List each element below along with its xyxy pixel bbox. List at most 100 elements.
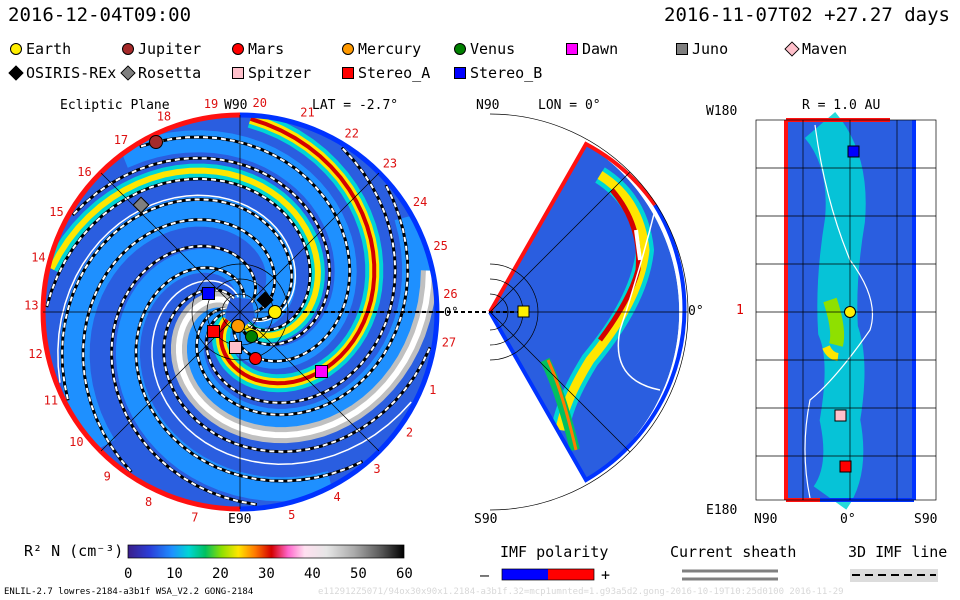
- legend-item-juno: Juno: [676, 40, 728, 58]
- legend-item-earth: Earth: [10, 40, 71, 58]
- ecliptic-lat-label: LAT = -2.7°: [312, 98, 399, 113]
- carrington-tick-label: 18: [157, 110, 171, 124]
- legend-item-stereo-a: Stereo_A: [342, 64, 430, 82]
- footer-run-id: e112912Z5071/94ox30x90x1.2184-a3b1f.32=m…: [318, 587, 844, 597]
- legend-label: Venus: [470, 40, 516, 58]
- sphere-radius-label: R = 1.0 AU: [802, 98, 881, 113]
- legend-item-dawn: Dawn: [566, 40, 618, 58]
- jupiter-marker: [149, 135, 163, 149]
- square-marker-icon: [454, 67, 466, 79]
- carrington-tick-label: 20: [253, 96, 267, 110]
- colorbar-tick-label: 20: [212, 566, 229, 582]
- legend-label: Dawn: [582, 40, 619, 58]
- legend-label: Spitzer: [248, 64, 312, 82]
- colorbar-tick-label: 0: [124, 566, 132, 582]
- spitzer-marker: [229, 341, 242, 354]
- legend-item-osiris-rex: OSIRIS-REx: [8, 64, 117, 82]
- legend-item-rosetta: Rosetta: [120, 64, 202, 82]
- legend-label: Stereo_A: [358, 64, 431, 82]
- imf-negative-swatch: [502, 569, 548, 580]
- stereo-b-marker-sphere: [847, 145, 860, 158]
- imf-polarity-plus: +: [601, 566, 611, 584]
- circle-marker-icon: [232, 43, 244, 55]
- legend-label: Stereo_B: [470, 64, 543, 82]
- carrington-tick-label: 3: [373, 462, 380, 476]
- colorbar: [127, 544, 405, 559]
- imf-line-title: 3D IMF line: [848, 543, 948, 561]
- legend-label: OSIRIS-REx: [26, 64, 117, 82]
- carrington-tick-label: 16: [77, 165, 91, 179]
- carrington-tick-label: 21: [300, 106, 314, 120]
- carrington-tick-label: 17: [114, 133, 128, 147]
- dawn-marker: [315, 365, 328, 378]
- venus-marker: [245, 330, 258, 343]
- circle-marker-icon: [342, 43, 354, 55]
- legend-label: Mars: [248, 40, 285, 58]
- legend-label: Earth: [26, 40, 72, 58]
- current-time: 2016-12-04T09:00: [8, 4, 192, 26]
- meridional-top-label: N90: [476, 98, 500, 113]
- circle-marker-icon: [122, 43, 134, 55]
- carrington-tick-label: 23: [383, 157, 397, 171]
- mars-marker: [249, 352, 262, 365]
- circle-marker-icon: [454, 43, 466, 55]
- sphere-top-left-label: W180: [706, 104, 738, 119]
- earth-marker-meridional: [517, 305, 530, 318]
- ecliptic-right-label: 0°: [444, 305, 458, 319]
- legend-item-maven: Maven: [784, 40, 848, 58]
- legend-item-mercury: Mercury: [342, 40, 421, 58]
- colorbar-tick-label: 30: [258, 566, 275, 582]
- legend-label: Maven: [802, 40, 848, 58]
- stereo-a-marker-sphere: [839, 460, 852, 473]
- carrington-tick-label: 10: [69, 435, 83, 449]
- ecliptic-grid: [43, 115, 437, 509]
- run-time: 2016-11-07T02 +27.27 days: [664, 4, 950, 26]
- legend-label: Mercury: [358, 40, 422, 58]
- square-marker-icon: [566, 43, 578, 55]
- carrington-tick-label: 7: [191, 511, 198, 525]
- colorbar-tick-label: 60: [396, 566, 413, 582]
- carrington-tick-label: 11: [44, 394, 58, 408]
- meridional-boundary-negative: [488, 203, 687, 483]
- sphere-axis-label-n90: N90: [754, 512, 778, 527]
- legend-item-spitzer: Spitzer: [232, 64, 311, 82]
- square-marker-icon: [232, 67, 244, 79]
- carrington-tick-label: 5: [288, 508, 295, 522]
- ecliptic-top-label: W90: [224, 98, 248, 113]
- stereo-a-marker: [207, 325, 220, 338]
- meridional-bottom-label: S90: [474, 512, 498, 527]
- legend-label: Jupiter: [138, 40, 202, 58]
- stereo-b-marker: [202, 287, 215, 300]
- meridional-right-label: 0°: [688, 304, 704, 319]
- colorbar-tick-label: 40: [304, 566, 321, 582]
- panel-title-ecliptic: Ecliptic Plane: [60, 98, 170, 113]
- earth-marker: [268, 305, 282, 319]
- carrington-tick-label: 19: [204, 97, 218, 111]
- carrington-tick-label: 1: [429, 383, 436, 397]
- current-sheath-title: Current sheath: [670, 543, 797, 561]
- carrington-tick-label: 26: [443, 287, 457, 301]
- mercury-marker: [231, 319, 245, 333]
- square-marker-icon: [342, 67, 354, 79]
- legend-label: Rosetta: [138, 64, 202, 82]
- colorbar-tick-label: 10: [166, 566, 183, 582]
- spitzer-marker-sphere: [834, 409, 847, 422]
- carrington-tick-label: 2: [406, 426, 413, 440]
- carrington-tick-label: 8: [145, 495, 152, 509]
- carrington-tick-label: 27: [442, 336, 456, 350]
- carrington-tick-label: 24: [413, 195, 427, 209]
- circle-marker-icon: [10, 43, 22, 55]
- sphere-bottom-left-label: E180: [706, 503, 738, 518]
- meridional-lon-label: LON = 0°: [538, 98, 601, 113]
- square-marker-icon: [676, 43, 688, 55]
- colorbar-tick-label: 50: [350, 566, 367, 582]
- carrington-tick-label: 14: [31, 250, 45, 264]
- ecliptic-bottom-label: E90: [228, 512, 252, 527]
- carrington-tick-label: 13: [24, 299, 38, 313]
- legend-label: Juno: [692, 40, 729, 58]
- carrington-tick-label: 9: [104, 470, 111, 484]
- imf-positive-swatch: [548, 569, 594, 580]
- carrington-tick-label: 12: [28, 347, 42, 361]
- earth-marker-sphere: [844, 306, 856, 318]
